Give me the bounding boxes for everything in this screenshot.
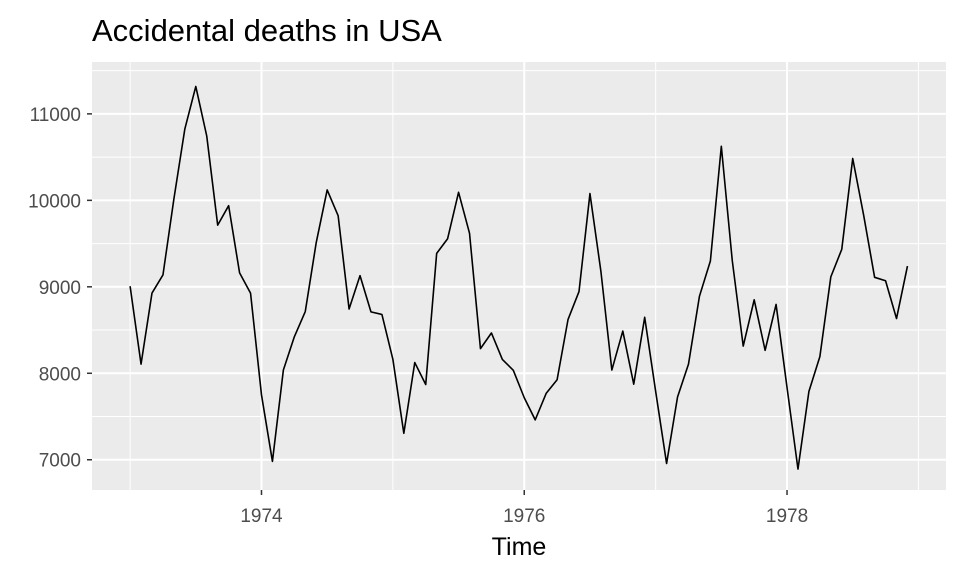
y-tick-label: 8000 (39, 364, 81, 385)
plot-panel (92, 62, 946, 490)
chart-title: Accidental deaths in USA (92, 13, 442, 48)
major-gridlines (92, 62, 946, 490)
y-tick-label: 11000 (30, 105, 81, 126)
y-tick-label: 10000 (28, 191, 81, 212)
x-tick-label: 1978 (766, 506, 808, 527)
x-tick-label: 1976 (503, 506, 545, 527)
series-line (129, 85, 909, 470)
x-axis-title: Time (492, 533, 547, 561)
x-axis: 1974 1976 1978 (240, 490, 808, 527)
y-axis: 7000 8000 9000 10000 11000 (28, 105, 92, 472)
x-tick-label: 1974 (240, 506, 283, 527)
y-tick-label: 9000 (39, 278, 81, 299)
series-layer (129, 85, 909, 470)
y-tick-label: 7000 (39, 451, 81, 472)
